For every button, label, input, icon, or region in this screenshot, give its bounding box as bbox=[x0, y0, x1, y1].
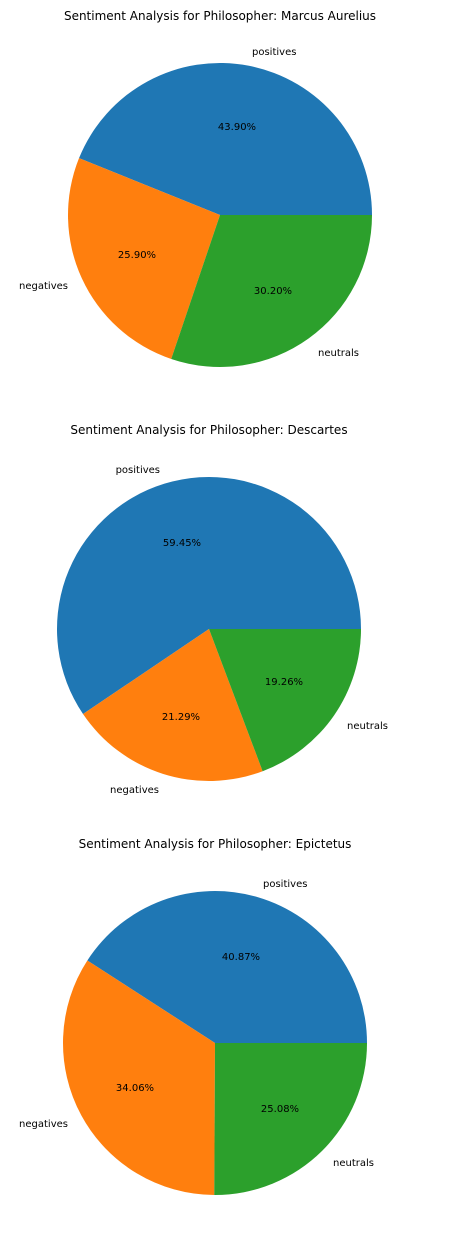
slice-label-positives: positives bbox=[116, 465, 160, 476]
percent-label-negatives: 21.29% bbox=[162, 712, 200, 723]
pie-chart-marcus-aurelius: Sentiment Analysis for Philosopher: Marc… bbox=[19, 9, 376, 367]
chart-title: Sentiment Analysis for Philosopher: Marc… bbox=[64, 9, 376, 23]
pie-chart-descartes: Sentiment Analysis for Philosopher: Desc… bbox=[56, 423, 388, 796]
slice-label-negatives: negatives bbox=[110, 785, 159, 796]
slice-negatives bbox=[68, 158, 221, 359]
slice-label-neutrals: neutrals bbox=[333, 1158, 374, 1169]
slice-label-neutrals: neutrals bbox=[347, 721, 388, 732]
slice-positives bbox=[79, 63, 372, 216]
slice-negatives bbox=[62, 960, 216, 1195]
slice-negatives bbox=[83, 629, 263, 781]
pie-chart-epictetus: Sentiment Analysis for Philosopher: Epic… bbox=[19, 837, 374, 1196]
slice-positives bbox=[56, 476, 361, 715]
chart-title: Sentiment Analysis for Philosopher: Desc… bbox=[70, 423, 347, 437]
percent-label-negatives: 34.06% bbox=[116, 1083, 154, 1094]
percent-label-neutrals: 19.26% bbox=[265, 677, 303, 688]
percent-label-positives: 43.90% bbox=[218, 122, 256, 133]
slice-label-negatives: negatives bbox=[19, 281, 68, 292]
percent-label-neutrals: 25.08% bbox=[261, 1104, 299, 1115]
slice-neutrals bbox=[209, 629, 361, 772]
percent-label-positives: 59.45% bbox=[163, 538, 201, 549]
chart-title: Sentiment Analysis for Philosopher: Epic… bbox=[79, 837, 352, 851]
percent-label-neutrals: 30.20% bbox=[254, 286, 292, 297]
slice-label-positives: positives bbox=[252, 47, 296, 58]
slice-neutrals bbox=[214, 1043, 367, 1196]
slice-positives bbox=[87, 890, 367, 1043]
slice-label-positives: positives bbox=[263, 879, 307, 890]
slice-label-negatives: negatives bbox=[19, 1119, 68, 1130]
slice-label-neutrals: neutrals bbox=[318, 348, 359, 359]
slice-neutrals bbox=[171, 215, 372, 367]
percent-label-negatives: 25.90% bbox=[118, 250, 156, 261]
percent-label-positives: 40.87% bbox=[222, 952, 260, 963]
